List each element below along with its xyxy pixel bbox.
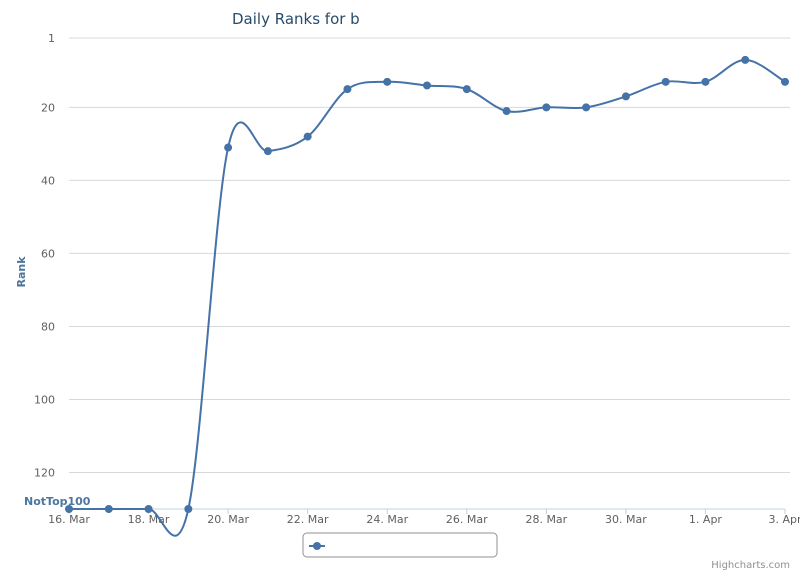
chart-title: Daily Ranks for b — [232, 10, 360, 28]
x-tick-label: 26. Mar — [446, 513, 488, 526]
data-point[interactable] — [144, 505, 153, 513]
data-point[interactable] — [621, 92, 630, 101]
data-point[interactable] — [701, 77, 710, 86]
data-point[interactable] — [224, 143, 233, 152]
x-tick-label: 30. Mar — [605, 513, 647, 526]
x-tick-label: 18. Mar — [128, 513, 170, 526]
y-tick-label: 60 — [41, 247, 55, 260]
legend-series-marker — [313, 542, 321, 550]
data-point[interactable] — [502, 107, 511, 116]
y-tick-label: 20 — [41, 101, 55, 114]
data-point[interactable] — [781, 77, 789, 86]
credits-link[interactable]: Highcharts.com — [711, 560, 790, 571]
y-tick-label: 1 — [48, 32, 55, 45]
grid-lines — [69, 37, 790, 473]
data-point[interactable] — [423, 81, 431, 90]
x-tick-label: 24. Mar — [366, 513, 408, 526]
data-point[interactable] — [462, 85, 471, 94]
x-tick-label: 1. Apr — [689, 513, 722, 526]
x-tick-label: 3. Apr — [768, 513, 800, 526]
data-point[interactable] — [661, 77, 670, 86]
legend-box[interactable] — [302, 532, 498, 558]
y-tick-label: 100 — [34, 393, 55, 406]
x-tick-label: 16. Mar — [48, 513, 90, 526]
series-points — [65, 55, 789, 513]
x-tick-label: 20. Mar — [207, 513, 249, 526]
data-point[interactable] — [104, 505, 113, 513]
not-top-100-label: NotTop100 — [24, 495, 91, 508]
x-tick-label: 22. Mar — [287, 513, 329, 526]
y-tick-label: 40 — [41, 174, 55, 187]
data-point[interactable] — [343, 85, 352, 94]
data-point[interactable] — [542, 103, 551, 112]
y-axis-title: Rank — [15, 256, 28, 288]
series-line — [68, 58, 786, 537]
data-point[interactable] — [303, 132, 312, 141]
data-point[interactable] — [383, 77, 392, 86]
y-tick-label: 80 — [41, 320, 55, 333]
data-point[interactable] — [65, 505, 73, 513]
data-point[interactable] — [741, 55, 750, 64]
data-point[interactable] — [582, 103, 591, 112]
x-tick-label: 28. Mar — [525, 513, 567, 526]
y-tick-label: 120 — [34, 466, 55, 479]
data-point[interactable] — [263, 147, 272, 156]
legend[interactable] — [302, 532, 498, 558]
data-point[interactable] — [184, 505, 193, 513]
x-axis-ticks: 16. Mar 18. Mar 20. Mar 22. Mar 24. Mar 26. M… — [48, 509, 800, 526]
